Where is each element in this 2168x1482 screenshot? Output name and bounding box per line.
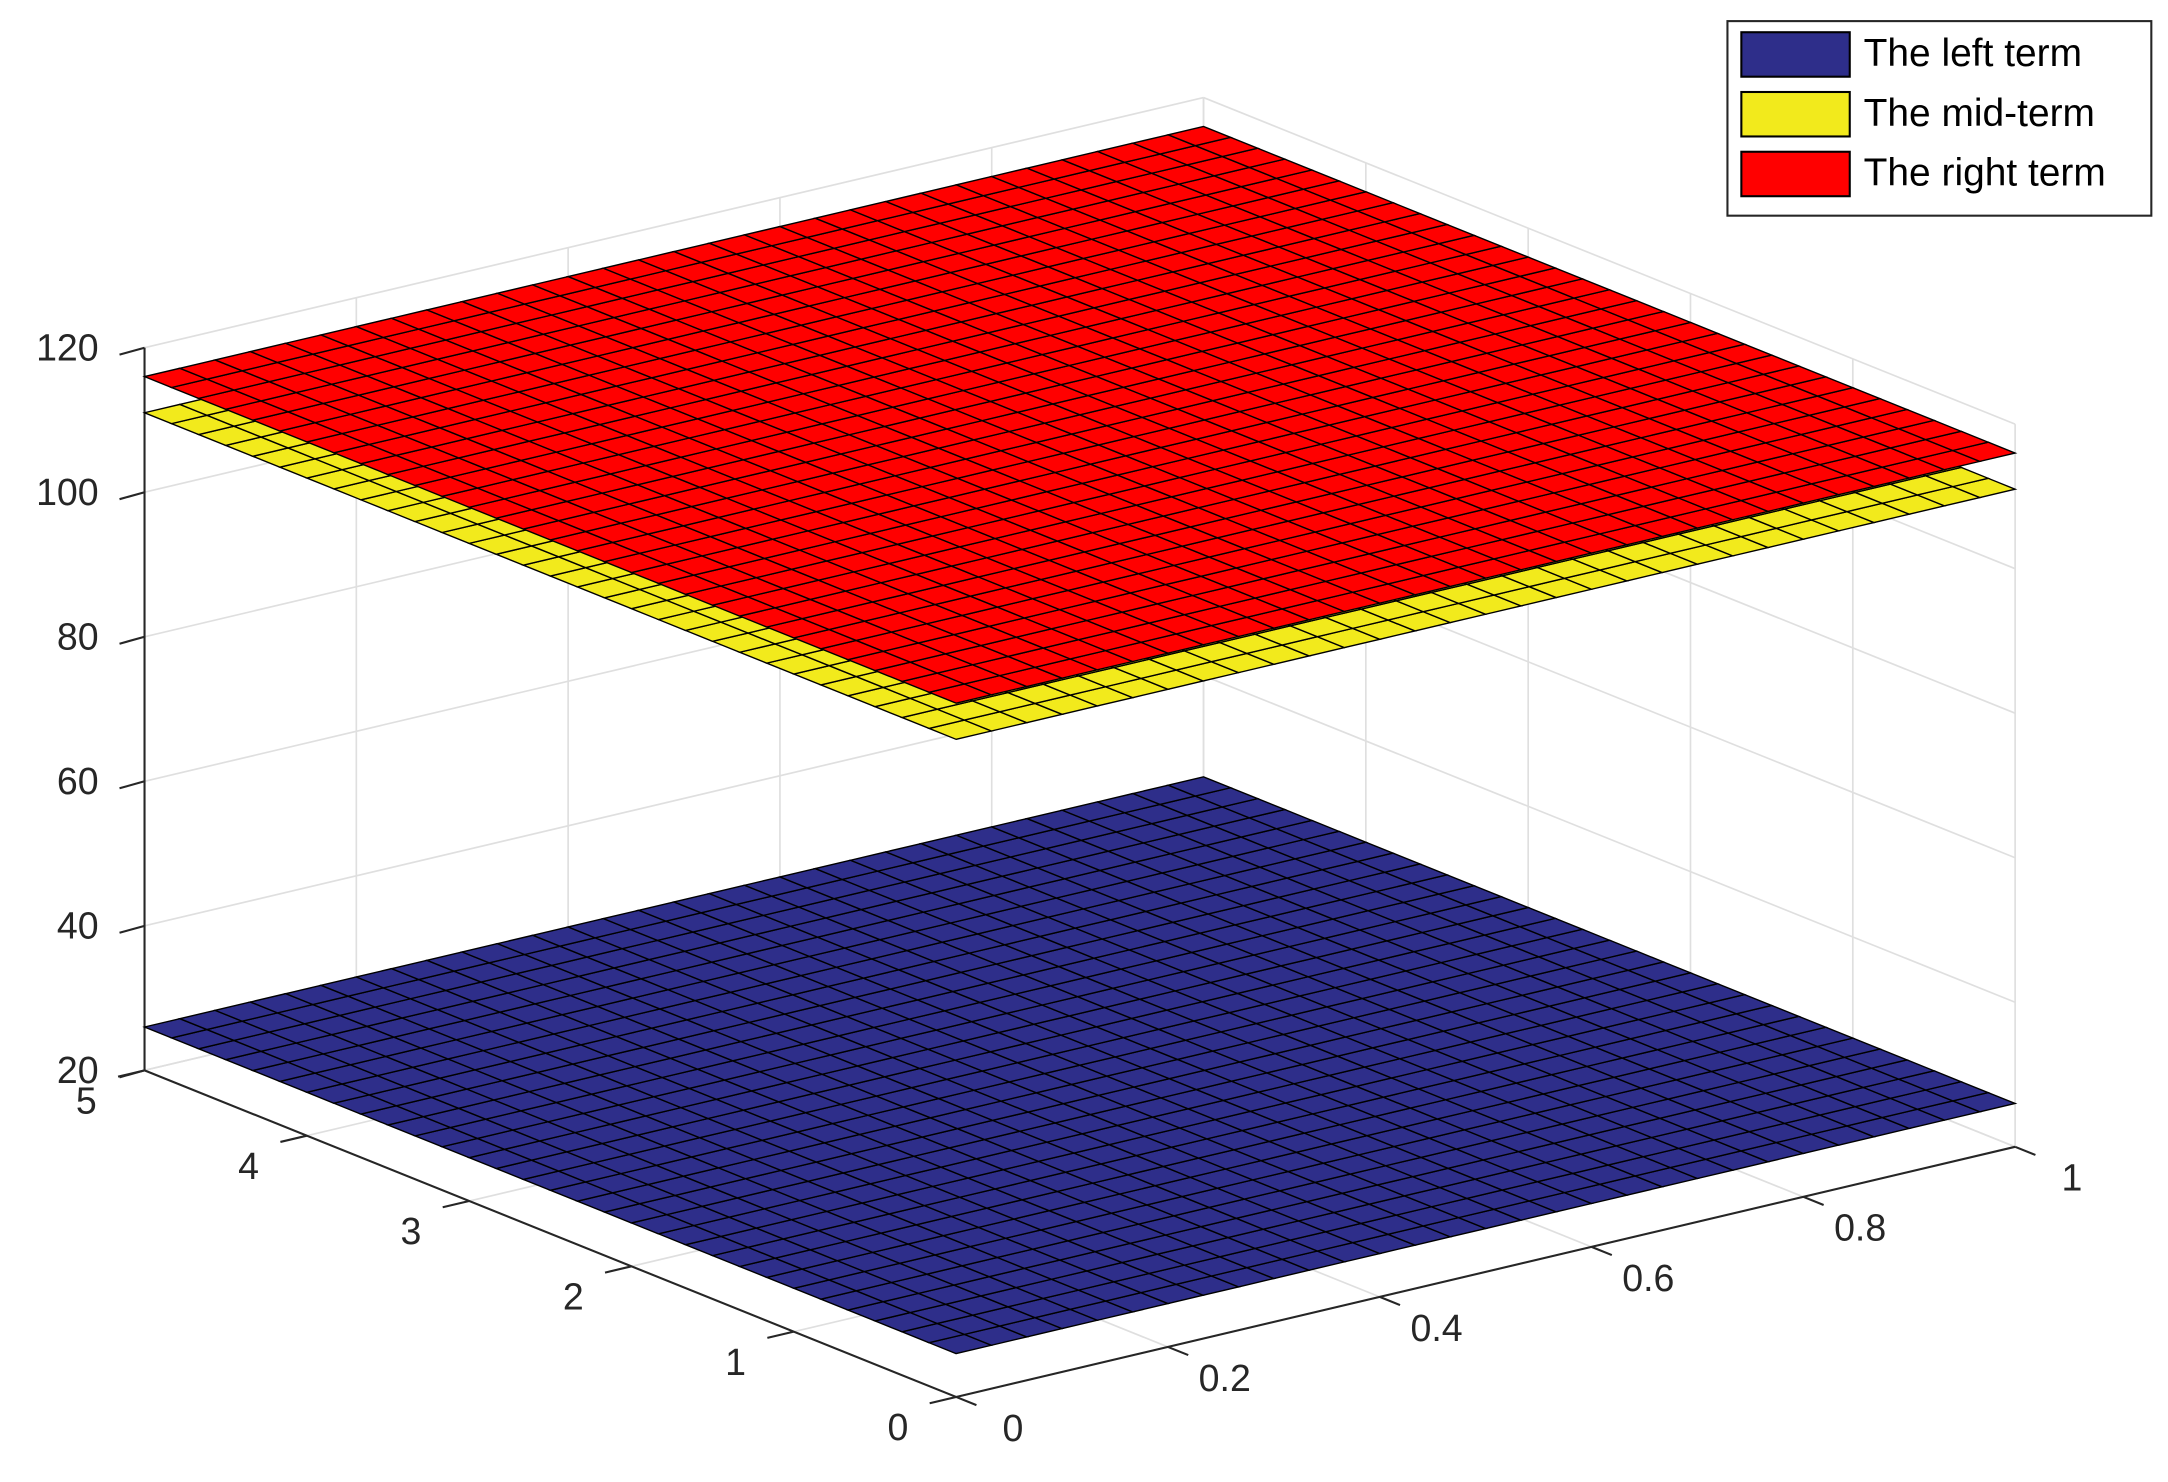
y-tick-label: 5 (76, 1079, 97, 1121)
y-tick-label: 0 (887, 1406, 908, 1448)
z-tick-label: 120 (36, 326, 99, 368)
z-tick (119, 491, 145, 501)
z-tick-label: 20 (57, 1049, 99, 1091)
surface (142, 776, 2018, 1355)
surface (142, 125, 2018, 704)
z-tick-label: 40 (57, 905, 99, 947)
legend-label: The right term (1864, 152, 2106, 195)
x-tick (955, 1395, 977, 1407)
x-axis (955, 1145, 2016, 1398)
z-tick (119, 635, 145, 645)
x-tick-label: 1 (2062, 1157, 2083, 1199)
x-tick (1379, 1295, 1401, 1307)
legend-swatch (1740, 31, 1851, 78)
z-tick (119, 780, 145, 790)
y-tick (442, 1199, 470, 1209)
x-tick-label: 0.8 (1834, 1207, 1886, 1249)
y-tick (280, 1134, 308, 1143)
y-tick (604, 1265, 632, 1274)
y-tick-label: 2 (563, 1275, 584, 1317)
y-tick (929, 1395, 957, 1405)
x-tick (1802, 1195, 1825, 1206)
surface-cell (1165, 125, 1233, 147)
y-tick-label: 4 (238, 1145, 259, 1187)
x-tick (2014, 1145, 2036, 1156)
x-tick-label: 0.2 (1199, 1357, 1251, 1399)
legend-label: The mid-term (1864, 92, 2095, 135)
legend-swatch (1740, 90, 1851, 138)
x-tick-label: 0.4 (1410, 1307, 1462, 1349)
grid-line (1203, 96, 2016, 425)
grid-line (1203, 674, 2016, 1004)
z-tick (119, 1069, 145, 1079)
y-axis (144, 1069, 957, 1398)
x-tick-label: 0.6 (1622, 1257, 1674, 1299)
z-tick-label: 60 (57, 760, 99, 802)
y-tick-label: 3 (400, 1210, 421, 1252)
legend-swatch (1740, 150, 1851, 198)
z-tick (119, 924, 145, 934)
z-tick (119, 346, 145, 356)
z-tick-label: 80 (57, 615, 99, 657)
surface-cell (1165, 776, 1233, 797)
z-tick-label: 100 (36, 471, 99, 513)
y-tick (767, 1330, 795, 1339)
grid-line (144, 96, 1204, 349)
x-tick-label: 0 (1003, 1407, 1024, 1449)
legend-label: The left term (1864, 32, 2082, 75)
x-tick (1167, 1345, 1189, 1357)
y-tick-label: 1 (725, 1341, 746, 1383)
x-tick (1591, 1245, 1613, 1256)
